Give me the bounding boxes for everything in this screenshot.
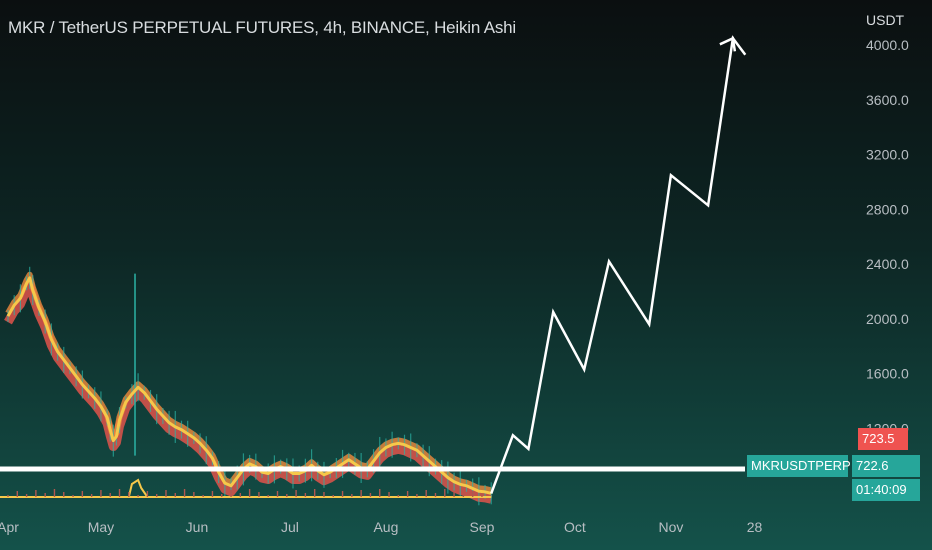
y-tick-label: 1600.0 <box>866 366 909 382</box>
y-tick-label: 3600.0 <box>866 92 909 108</box>
volume-spike <box>127 478 149 498</box>
x-tick-label: Oct <box>564 519 586 535</box>
band-lower <box>4 279 493 504</box>
current-price-tag: 722.6 <box>852 455 920 477</box>
volume-indicator <box>0 478 492 498</box>
price-axis: 1200.01600.02000.02400.02800.03200.03600… <box>866 37 909 436</box>
y-tick-label: 2800.0 <box>866 201 909 217</box>
bar-countdown-tag: 01:40:09 <box>852 479 920 501</box>
price-axis-unit: USDT <box>866 12 905 28</box>
symbol-tag[interactable]: MKRUSDTPERP <box>747 455 851 477</box>
chart-title: MKR / TetherUS PERPETUAL FUTURES, 4h, BI… <box>8 18 516 37</box>
projection-line <box>490 35 747 495</box>
y-tick-label: 2400.0 <box>866 256 909 272</box>
y-tick-label: 4000.0 <box>866 37 909 53</box>
y-tick-label: 2000.0 <box>866 311 909 327</box>
projection-path <box>490 35 747 495</box>
x-tick-label: May <box>88 519 114 535</box>
x-tick-label: Sep <box>469 519 494 535</box>
x-tick-label: Jun <box>186 519 209 535</box>
projection-arrowhead <box>719 36 737 52</box>
x-tick-label: Apr <box>0 519 19 535</box>
last-price-tag: 723.5 <box>858 428 908 450</box>
x-tick-label: Jul <box>281 519 299 535</box>
y-tick-label: 3200.0 <box>866 147 909 163</box>
x-tick-label: Aug <box>373 519 398 535</box>
price-line <box>6 276 492 495</box>
x-tick-label: Nov <box>658 519 683 535</box>
x-tick-label: 28 <box>747 519 763 535</box>
time-axis: Apr May Jun Jul Aug Sep Oct Nov 28 <box>0 519 763 535</box>
